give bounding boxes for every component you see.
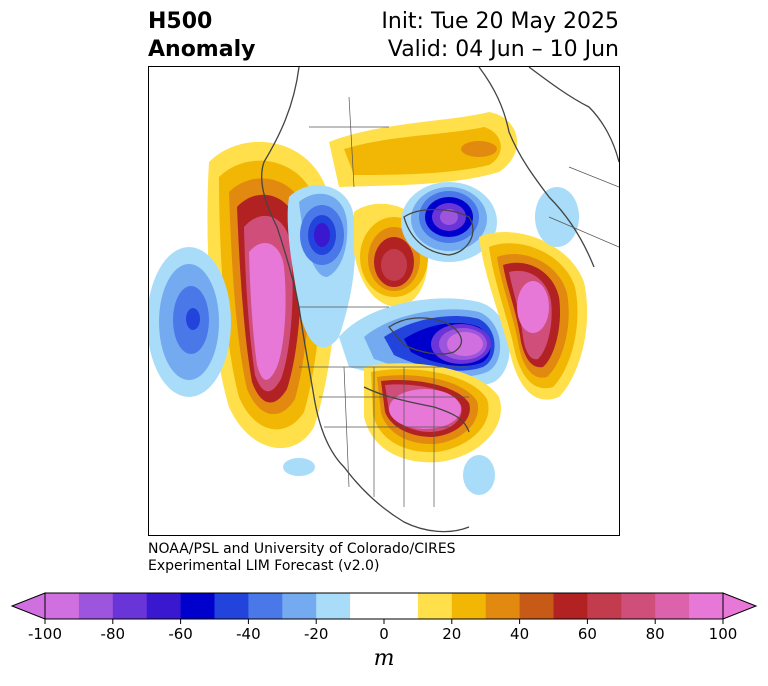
colorbar-bin-17 (621, 593, 656, 619)
colorbar-bin-5 (214, 593, 249, 619)
colorbar-extend-low (10, 592, 46, 620)
credit-text: NOAA/PSL and University of Colorado/CIRE… (148, 541, 456, 575)
colorbar-svg: -100 -80 -60 -40 -20 0 20 40 60 80 100 (10, 592, 758, 643)
colorbar-bin-8 (316, 593, 351, 619)
colorbar-tick-label-7: 40 (510, 625, 529, 643)
plot-title: H500 Anomaly (148, 8, 255, 64)
init-date: Init: Tue 20 May 2025 (381, 9, 619, 34)
colorbar-tick-label-2: -60 (168, 625, 193, 643)
colorbar-tick-label-4: -20 (304, 625, 329, 643)
colorbar-bin-15 (553, 593, 588, 619)
anomaly-map (148, 66, 620, 536)
colorbar-bin-10 (384, 593, 419, 619)
colorbar-bin-12 (451, 593, 487, 619)
ridge-greenland (479, 232, 588, 400)
colorbar-tick-label-5: 0 (379, 625, 389, 643)
colorbar-tick-label-1: -80 (101, 625, 126, 643)
colorbar-bin-11 (417, 593, 453, 619)
credit-line-2: Experimental LIM Forecast (v2.0) (148, 558, 380, 574)
map-svg (149, 67, 619, 533)
colorbar-tick-label-8: 60 (578, 625, 597, 643)
coastlines (261, 67, 619, 533)
credit-line-1: NOAA/PSL and University of Colorado/CIRE… (148, 541, 456, 557)
colorbar-bin-14 (519, 593, 554, 619)
colorbar-tick-label-0: -100 (28, 625, 62, 643)
colorbar-tick-label-9: 80 (646, 625, 665, 643)
trough-central-pacific (149, 247, 231, 397)
colorbar-tick-label-3: -40 (236, 625, 261, 643)
colorbar-bin-2 (112, 593, 148, 619)
colorbar-bin-3 (146, 593, 182, 619)
political-borders (299, 96, 619, 507)
title-variable: H500 (148, 9, 213, 34)
colorbar-bin-9 (350, 593, 385, 619)
colorbar-extend-high (722, 592, 758, 620)
minor-negative-patches (283, 187, 579, 495)
colorbar-bin-7 (282, 593, 317, 619)
forecast-dates: Init: Tue 20 May 2025 Valid: 04 Jun – 10… (381, 8, 619, 64)
colorbar-bin-18 (655, 593, 690, 619)
colorbar-bin-1 (78, 593, 114, 619)
colorbar-bin-13 (485, 593, 521, 619)
colorbar-bin-6 (248, 593, 283, 619)
colorbar-bin-0 (45, 593, 80, 619)
colorbar-unit: m (373, 646, 395, 671)
ridge-northern-band (329, 112, 518, 187)
colorbar-bin-4 (180, 593, 215, 619)
colorbar-tick-label-10: 100 (709, 625, 738, 643)
title-type: Anomaly (148, 37, 256, 62)
colorbar-bin-16 (587, 593, 622, 619)
valid-dates: Valid: 04 Jun – 10 Jun (387, 37, 619, 62)
colorbar: -100 -80 -60 -40 -20 0 20 40 60 80 100 (0, 586, 768, 648)
colorbar-tick-label-6: 20 (442, 625, 461, 643)
colorbar-bin-19 (689, 593, 724, 619)
